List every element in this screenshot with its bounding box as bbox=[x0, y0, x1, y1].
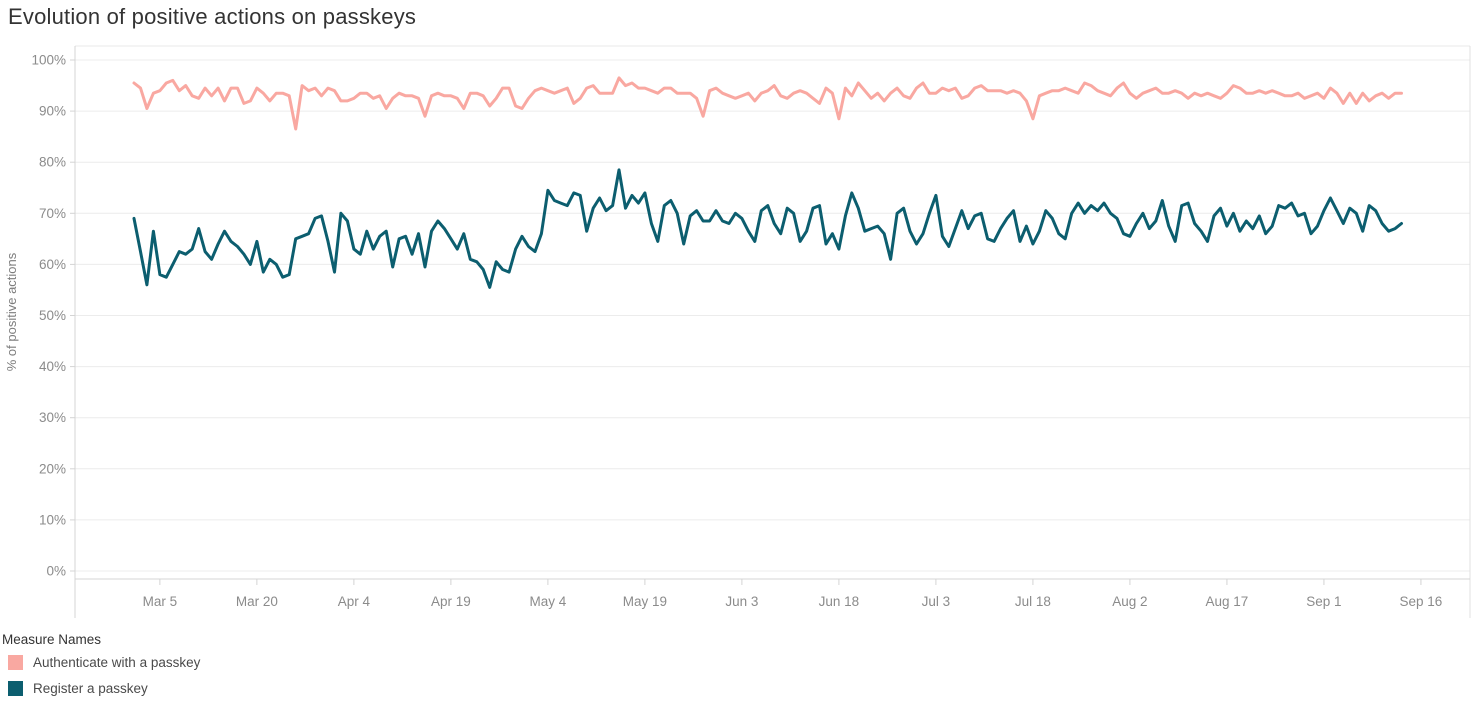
x-tick-label: Mar 20 bbox=[236, 594, 278, 609]
y-tick-label: 40% bbox=[39, 359, 66, 374]
x-tick-label: Aug 2 bbox=[1112, 594, 1147, 609]
legend-label-authenticate: Authenticate with a passkey bbox=[33, 655, 201, 670]
x-tick-label: Mar 5 bbox=[143, 594, 178, 609]
x-tick-label: Jun 18 bbox=[819, 594, 860, 609]
x-tick-label: Jul 3 bbox=[922, 594, 951, 609]
legend-item-authenticate[interactable]: Authenticate with a passkey bbox=[8, 655, 400, 670]
legend: Measure Names Authenticate with a passke… bbox=[0, 630, 400, 707]
line-chart-area[interactable]: 0% 10% 20% 30% 40% 50% 60% 70% 80% 90% 100% Mar 5 Ma… bbox=[0, 0, 1482, 630]
x-tick-label: Apr 4 bbox=[338, 594, 371, 609]
y-tick-label: 60% bbox=[39, 257, 66, 272]
legend-swatch-register-icon bbox=[8, 681, 23, 696]
legend-swatch-authenticate-icon bbox=[8, 655, 23, 670]
legend-item-register[interactable]: Register a passkey bbox=[8, 681, 400, 696]
x-tick-label: Apr 19 bbox=[431, 594, 471, 609]
x-tick-label: Sep 16 bbox=[1400, 594, 1443, 609]
chart-title: Evolution of positive actions on passkey… bbox=[8, 4, 417, 29]
line-chart-svg[interactable]: 0% 10% 20% 30% 40% 50% 60% 70% 80% 90% 100% Mar 5 Ma… bbox=[0, 0, 1482, 630]
y-tick-label: 100% bbox=[31, 53, 66, 68]
series-line-register[interactable] bbox=[132, 168, 1403, 289]
legend-title: Measure Names bbox=[2, 632, 102, 647]
y-axis-title: % of positive actions bbox=[4, 252, 19, 371]
legend-label-register: Register a passkey bbox=[33, 681, 148, 696]
y-tick-label: 50% bbox=[39, 308, 66, 323]
x-tick-label: May 4 bbox=[530, 594, 567, 609]
y-tick-label: 70% bbox=[39, 206, 66, 221]
x-tick-label: May 19 bbox=[623, 594, 667, 609]
x-tick-label: Jul 18 bbox=[1015, 594, 1051, 609]
y-tick-label: 0% bbox=[46, 564, 66, 579]
x-tick-label: Sep 1 bbox=[1306, 594, 1341, 609]
y-tick-label: 30% bbox=[39, 410, 66, 425]
y-tick-label: 80% bbox=[39, 155, 66, 170]
x-tick-label: Aug 17 bbox=[1206, 594, 1249, 609]
y-tick-label: 20% bbox=[39, 461, 66, 476]
x-tick-label: Jun 3 bbox=[725, 594, 758, 609]
y-tick-label: 90% bbox=[39, 104, 66, 119]
series-line-authenticate[interactable] bbox=[132, 76, 1403, 131]
y-tick-label: 10% bbox=[39, 512, 66, 527]
